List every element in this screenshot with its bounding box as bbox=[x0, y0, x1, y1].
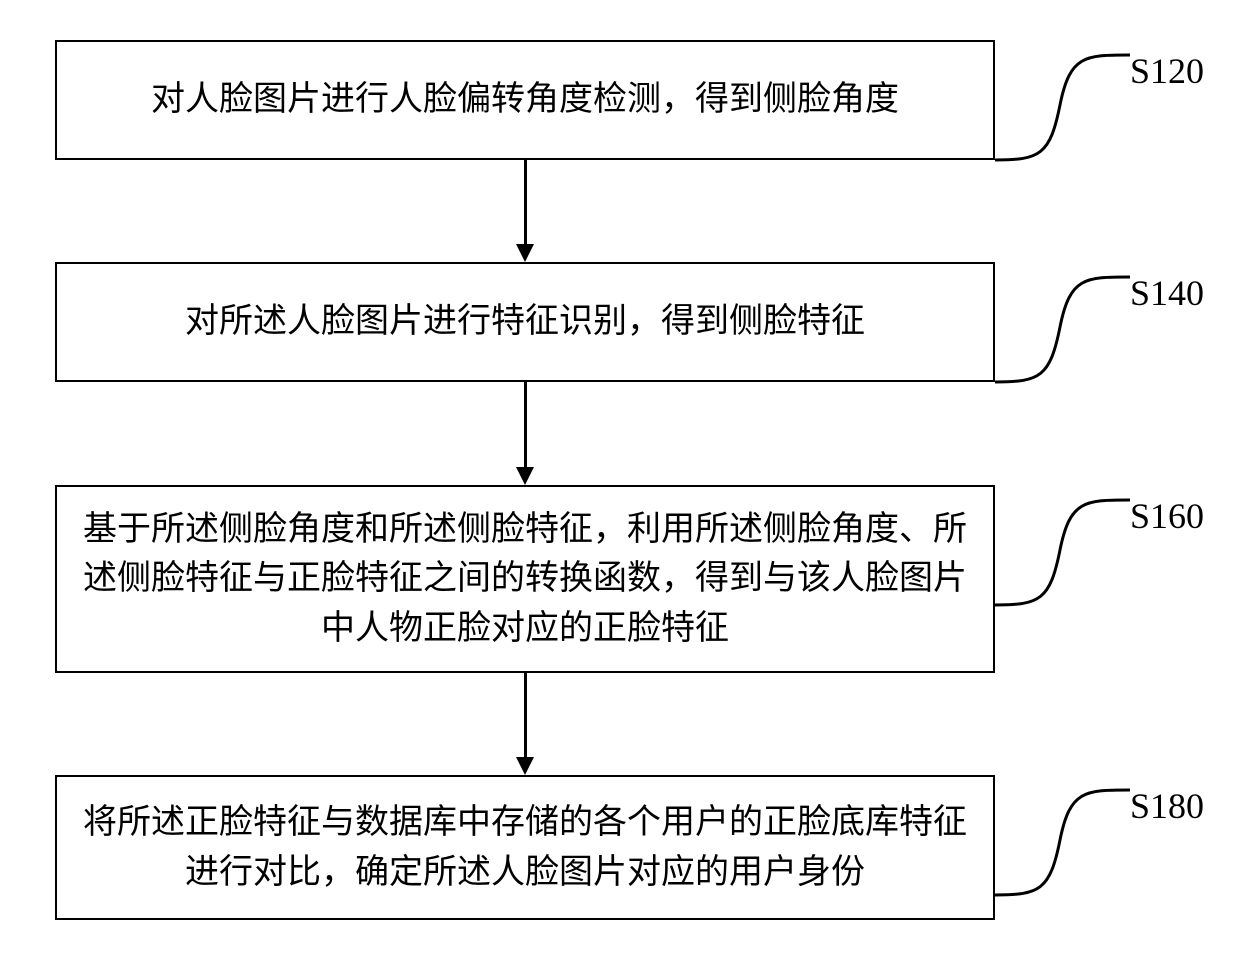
arrow-line bbox=[524, 160, 527, 244]
step-text-s160: 基于所述侧脸角度和所述侧脸特征，利用所述侧脸角度、所述侧脸特征与正脸特征之间的转… bbox=[77, 505, 973, 653]
arrow-line bbox=[524, 382, 527, 467]
arrow-head-icon bbox=[516, 757, 534, 775]
connector-curve-s140 bbox=[995, 272, 1130, 387]
step-label-s120: S120 bbox=[1130, 50, 1204, 92]
step-label-s180: S180 bbox=[1130, 785, 1204, 827]
step-text-s140: 对所述人脸图片进行特征识别，得到侧脸特征 bbox=[185, 297, 865, 346]
connector-curve-s180 bbox=[995, 785, 1130, 900]
step-box-s140: 对所述人脸图片进行特征识别，得到侧脸特征 bbox=[55, 262, 995, 382]
flowchart-canvas: 对人脸图片进行人脸偏转角度检测，得到侧脸角度 S120 对所述人脸图片进行特征识… bbox=[0, 0, 1240, 962]
connector-curve-s160 bbox=[995, 495, 1130, 610]
step-text-s180: 将所述正脸特征与数据库中存储的各个用户的正脸底库特征进行对比，确定所述人脸图片对… bbox=[77, 798, 973, 897]
step-text-s120: 对人脸图片进行人脸偏转角度检测，得到侧脸角度 bbox=[151, 75, 899, 124]
arrow-head-icon bbox=[516, 244, 534, 262]
arrow-line bbox=[524, 673, 527, 757]
connector-curve-s120 bbox=[995, 50, 1130, 165]
arrow-head-icon bbox=[516, 467, 534, 485]
step-label-s160: S160 bbox=[1130, 495, 1204, 537]
step-box-s120: 对人脸图片进行人脸偏转角度检测，得到侧脸角度 bbox=[55, 40, 995, 160]
step-box-s160: 基于所述侧脸角度和所述侧脸特征，利用所述侧脸角度、所述侧脸特征与正脸特征之间的转… bbox=[55, 485, 995, 673]
step-label-s140: S140 bbox=[1130, 272, 1204, 314]
step-box-s180: 将所述正脸特征与数据库中存储的各个用户的正脸底库特征进行对比，确定所述人脸图片对… bbox=[55, 775, 995, 920]
